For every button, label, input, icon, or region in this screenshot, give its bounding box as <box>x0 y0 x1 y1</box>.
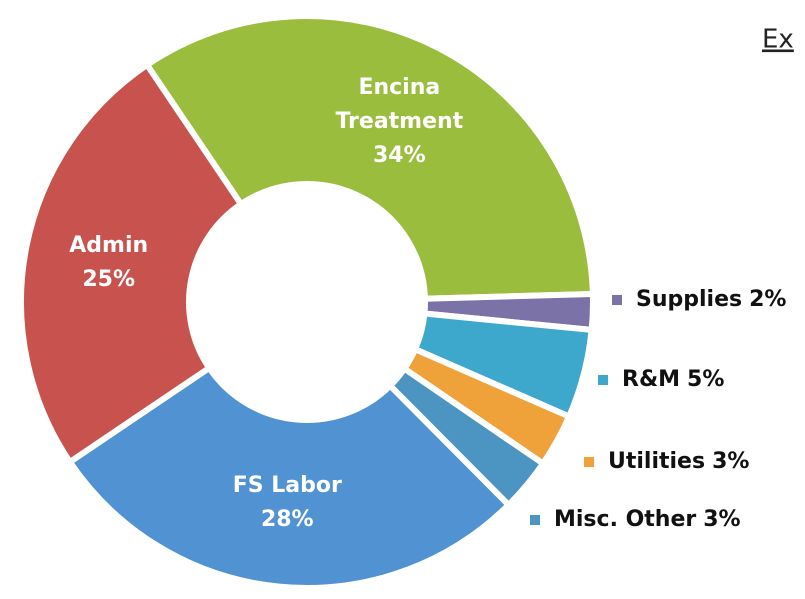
outside-label: Utilities 3% <box>608 449 749 474</box>
legend-marker <box>612 295 622 305</box>
slice-label: FS Labor 28% <box>197 448 377 558</box>
label-category: Utilities <box>608 449 705 474</box>
slice-category: Admin <box>69 233 149 259</box>
label-category: Supplies <box>636 287 742 312</box>
label-value: 2% <box>749 287 786 312</box>
chart-subtitle: Ex <box>762 25 794 55</box>
label-category: Misc. Other <box>554 507 696 532</box>
outside-label: R&M 5% <box>622 367 724 392</box>
outside-label: Misc. Other 3% <box>554 507 741 532</box>
label-value: 3% <box>703 507 740 532</box>
label-category: R&M <box>622 367 680 392</box>
label-value: 3% <box>712 449 749 474</box>
slice-label: Encina Treatment 34% <box>309 67 489 177</box>
outside-label: Supplies 2% <box>636 287 786 312</box>
slice-label-box: FS Labor 28% <box>197 448 377 558</box>
legend-marker <box>584 457 594 467</box>
donut-slice <box>65 363 513 591</box>
legend-marker <box>530 515 540 525</box>
slice-label: Admin 25% <box>19 208 199 318</box>
slice-label-box: Encina Treatment 34% <box>309 67 489 177</box>
slice-value: 25% <box>82 267 136 293</box>
slice-label-box: Admin 25% <box>19 208 199 318</box>
slice-category: Encina Treatment <box>335 75 464 135</box>
slice-category: FS Labor <box>232 473 342 499</box>
slice-value: 34% <box>372 143 426 169</box>
donut-slice <box>18 60 246 467</box>
slice-value: 28% <box>260 507 314 533</box>
legend-marker <box>598 375 608 385</box>
label-value: 5% <box>687 367 724 392</box>
donut-slice <box>142 13 596 302</box>
